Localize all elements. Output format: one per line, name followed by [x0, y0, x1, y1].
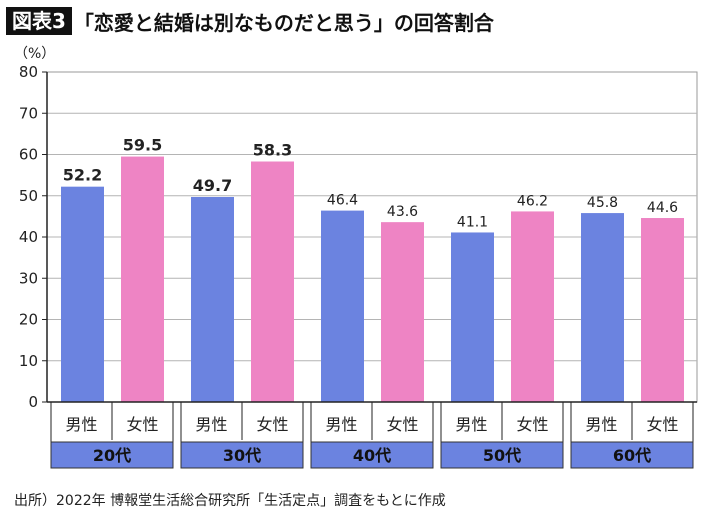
- y-unit-label: （%）: [14, 46, 55, 62]
- data-label: 59.5: [123, 136, 162, 155]
- category-label-female: 女性: [256, 415, 288, 434]
- category-label-female: 女性: [516, 415, 548, 434]
- category-label-male: 男性: [65, 415, 97, 434]
- age-band: [180, 441, 304, 469]
- age-band: [50, 441, 174, 469]
- y-tick-label: 70: [19, 104, 38, 122]
- bar-male: [451, 232, 494, 402]
- bar-male: [321, 210, 364, 402]
- y-tick-label: 10: [19, 352, 38, 370]
- data-label: 46.2: [517, 193, 548, 209]
- y-tick-label: 20: [19, 311, 38, 329]
- chart-title: 「恋愛と結婚は別なものだと思う」の回答割合: [73, 10, 494, 35]
- bar-male: [191, 196, 234, 402]
- y-tick-label: 80: [19, 63, 38, 81]
- figure-tag: 図表3: [6, 7, 72, 35]
- bar-female: [381, 222, 424, 402]
- bar-female: [251, 161, 294, 402]
- y-tick-label: 0: [28, 393, 38, 411]
- data-label: 58.3: [253, 141, 292, 160]
- bar-female: [121, 156, 164, 402]
- category-label-male: 男性: [455, 415, 487, 434]
- age-group-label: 30代: [223, 446, 261, 465]
- data-label: 43.6: [387, 204, 418, 220]
- category-label-male: 男性: [585, 415, 617, 434]
- y-tick-label: 50: [19, 187, 38, 205]
- bar-chart: 0 10 20 30 40 50 60 70 80（%） 52.2 59.5 49.7 58.3 46.4…: [14, 46, 698, 469]
- data-label: 49.7: [193, 176, 232, 195]
- bar-male: [581, 213, 624, 402]
- category-label-female: 女性: [646, 415, 678, 434]
- data-label: 46.4: [327, 193, 358, 209]
- data-label: 52.2: [63, 166, 102, 185]
- age-band: [440, 441, 564, 469]
- age-band: [570, 441, 694, 469]
- figure-header: 図表3 「恋愛と結婚は別なものだと思う」の回答割合: [6, 6, 494, 36]
- category-label-male: 男性: [195, 415, 227, 434]
- data-label: 41.1: [457, 214, 488, 230]
- bar-female: [641, 218, 684, 402]
- age-group-label: 50代: [483, 446, 521, 465]
- bar-male: [61, 186, 104, 402]
- age-group-label: 60代: [613, 446, 651, 465]
- age-group-label: 20代: [93, 446, 131, 465]
- bar-female: [511, 211, 554, 402]
- y-tick-label: 40: [19, 228, 38, 246]
- data-label: 45.8: [587, 195, 618, 211]
- y-tick-label: 30: [19, 269, 38, 287]
- data-label: 44.6: [647, 200, 678, 216]
- source-note: 出所）2022年 博報堂生活総合研究所「生活定点」調査をもとに作成: [14, 493, 446, 509]
- category-label-female: 女性: [126, 415, 158, 434]
- age-band: [310, 441, 434, 469]
- age-group-label: 40代: [353, 446, 391, 465]
- y-tick-label: 60: [19, 146, 38, 164]
- category-label-male: 男性: [325, 415, 357, 434]
- category-label-female: 女性: [386, 415, 418, 434]
